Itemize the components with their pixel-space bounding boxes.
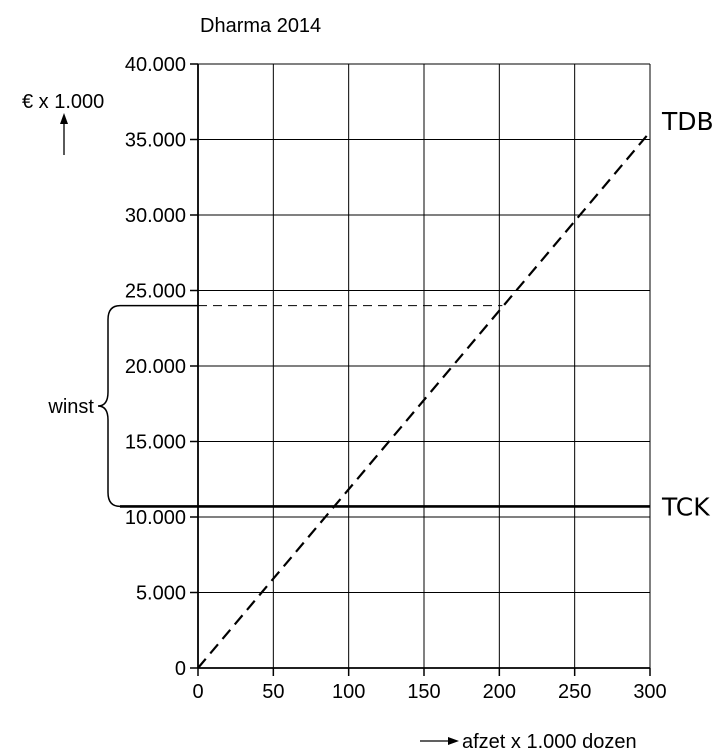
- series: TDB TCK: [120, 107, 714, 669]
- x-tick-label: 300: [633, 681, 666, 703]
- y-tick-label: 0: [175, 658, 186, 680]
- winst-brace: [97, 304, 121, 508]
- x-tick-label: 250: [558, 681, 591, 703]
- x-tick-label: 100: [332, 681, 365, 703]
- x-axis-label-arrow: [420, 737, 459, 745]
- annotations: winst: [47, 304, 503, 508]
- series-line-tdb: [197, 131, 651, 669]
- y-tick-label: 30.000: [125, 205, 186, 227]
- chart-title: Dharma 2014: [200, 15, 321, 37]
- y-tick-label: 15.000: [125, 432, 186, 454]
- y-tick-label: 35.000: [125, 130, 186, 152]
- winst-label: winst: [47, 396, 94, 418]
- x-tick-label: 50: [262, 681, 284, 703]
- x-tick-label: 0: [192, 681, 203, 703]
- y-tick-label: 25.000: [125, 281, 186, 303]
- y-tick-label: 20.000: [125, 356, 186, 378]
- series-label-tck: TCK: [661, 492, 710, 521]
- x-tick-label: 200: [483, 681, 516, 703]
- grid: [190, 63, 651, 676]
- y-axis-label-arrow: [60, 113, 68, 155]
- x-tick-label: 150: [407, 681, 440, 703]
- y-tick-label: 10.000: [125, 507, 186, 529]
- y-axis-label: € x 1.000: [22, 91, 104, 113]
- y-tick-label: 40.000: [125, 54, 186, 76]
- series-label-tdb: TDB: [661, 107, 714, 136]
- x-axis-label: afzet x 1.000 dozen: [462, 731, 637, 749]
- tick-labels: 0 50 100 150 200 250 300 0 5.000 10.000 15.000 20.0…: [125, 54, 667, 703]
- y-tick-label: 5.000: [136, 583, 186, 605]
